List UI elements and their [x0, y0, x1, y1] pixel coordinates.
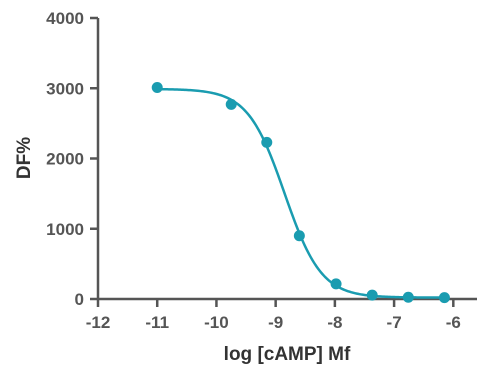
x-tick-label: -7	[387, 313, 402, 332]
data-point	[261, 136, 273, 148]
y-tick-label: 4000	[46, 9, 84, 28]
data-point	[402, 291, 414, 303]
y-axis: 0 1000 2000 3000 4000	[46, 9, 100, 309]
x-tick-label: -11	[145, 313, 169, 332]
y-tick-label: 1000	[46, 220, 84, 239]
x-tick-label: -8	[327, 313, 342, 332]
y-axis-title: DF%	[14, 137, 35, 179]
x-tick-label: -10	[204, 313, 229, 332]
data-point	[330, 278, 342, 290]
y-tick-label: 3000	[46, 79, 84, 98]
data-point	[366, 289, 378, 301]
data-point	[438, 292, 450, 304]
x-axis: -12 -11 -10 -9 -8 -7 -6	[86, 297, 477, 332]
x-tick-label: -9	[268, 313, 283, 332]
data-point	[293, 230, 305, 242]
plot-area	[151, 82, 450, 304]
y-tick-label: 2000	[46, 150, 84, 169]
x-axis-title: log [cAMP] Mf	[224, 344, 351, 365]
x-tick-label: -6	[446, 313, 461, 332]
data-point	[151, 82, 163, 94]
y-tick-label: 0	[75, 290, 84, 309]
fit-curve	[157, 87, 445, 299]
data-point	[225, 98, 237, 110]
x-tick-label: -12	[86, 313, 111, 332]
